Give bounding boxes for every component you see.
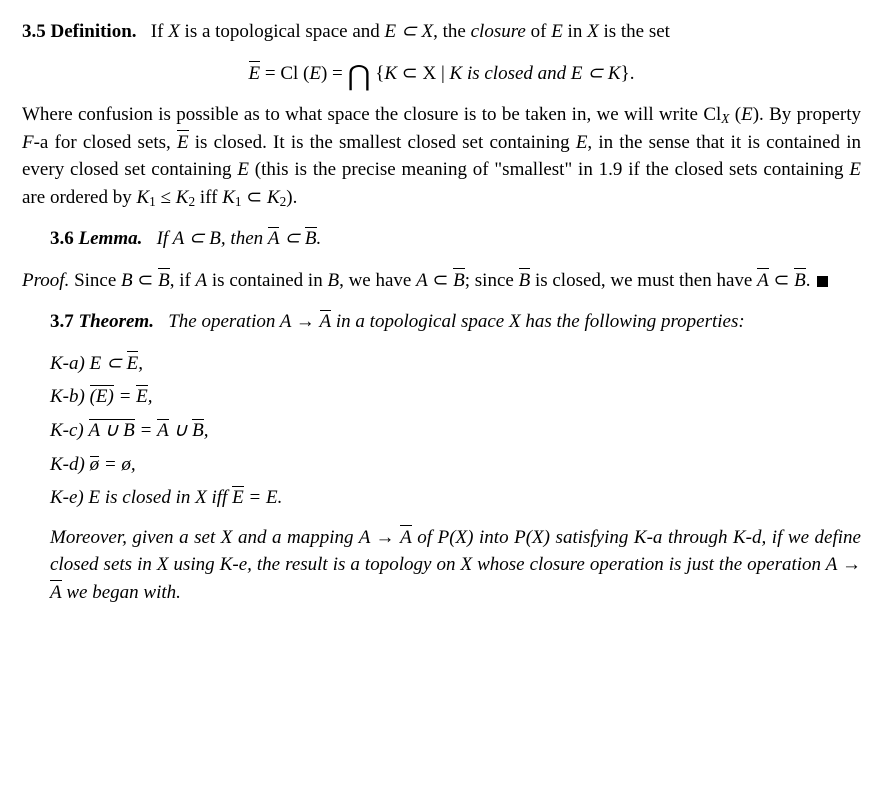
def-text: If X is a topological space and E ⊂ X, t…	[151, 21, 670, 42]
def-label: Definition.	[51, 21, 137, 42]
lemma-number: 3.6	[50, 228, 74, 249]
k-c: K-c) A ∪ B = A ∪ B,	[50, 417, 861, 445]
definition-3-5: 3.5 Definition. If X is a topological sp…	[22, 18, 861, 46]
qed-icon	[817, 276, 828, 287]
k-b: K-b) (E) = E,	[50, 383, 861, 411]
theorem-label: Theorem.	[79, 311, 154, 332]
theorem-number: 3.7	[50, 311, 74, 332]
k-e: K-e) E is closed in X iff E = E.	[50, 484, 861, 512]
k-a: K-a) E ⊂ E,	[50, 350, 861, 378]
theorem-3-7-moreover: Moreover, given a set X and a mapping A …	[22, 524, 861, 607]
theorem-body: The operation A → A in a topological spa…	[168, 311, 745, 332]
k-properties-list: K-a) E ⊂ E, K-b) (E) = E, K-c) A ∪ B = A…	[22, 350, 861, 512]
theorem-3-7: 3.7 Theorem. The operation A → A in a to…	[22, 308, 861, 336]
k-d: K-d) ø = ø,	[50, 451, 861, 479]
script-p-icon: P	[438, 527, 450, 548]
lemma-3-6: 3.6 Lemma. If A ⊂ B, then A ⊂ B.	[22, 225, 861, 253]
closure-equation: E = Cl (E) = ⋂ {K ⊂ X | K is closed and …	[22, 60, 861, 88]
def-number: 3.5	[22, 21, 46, 42]
e-bar: E	[249, 60, 261, 88]
proof-3-6: Proof. Since B ⊂ B, if A is contained in…	[22, 267, 861, 295]
script-p-icon: P	[514, 527, 526, 548]
lemma-label: Lemma.	[79, 228, 143, 249]
definition-3-5-followup: Where confusion is possible as to what s…	[22, 101, 861, 211]
proof-label: Proof.	[22, 270, 69, 291]
lemma-body: If A ⊂ B, then A ⊂ B.	[157, 228, 322, 249]
